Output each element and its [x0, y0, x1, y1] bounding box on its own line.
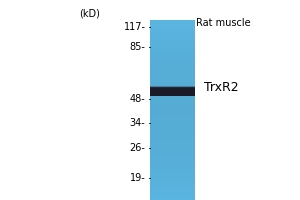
Bar — [150, 86, 195, 88]
Text: 48-: 48- — [130, 94, 146, 104]
Text: 19-: 19- — [130, 173, 146, 183]
Text: 117-: 117- — [124, 22, 146, 32]
Bar — [150, 86, 195, 96]
Text: Rat muscle: Rat muscle — [196, 18, 251, 28]
Text: TrxR2: TrxR2 — [204, 81, 239, 94]
Text: 34-: 34- — [130, 118, 146, 128]
Text: 85-: 85- — [130, 42, 146, 52]
Text: (kD): (kD) — [80, 8, 100, 18]
Text: 26-: 26- — [130, 143, 146, 153]
